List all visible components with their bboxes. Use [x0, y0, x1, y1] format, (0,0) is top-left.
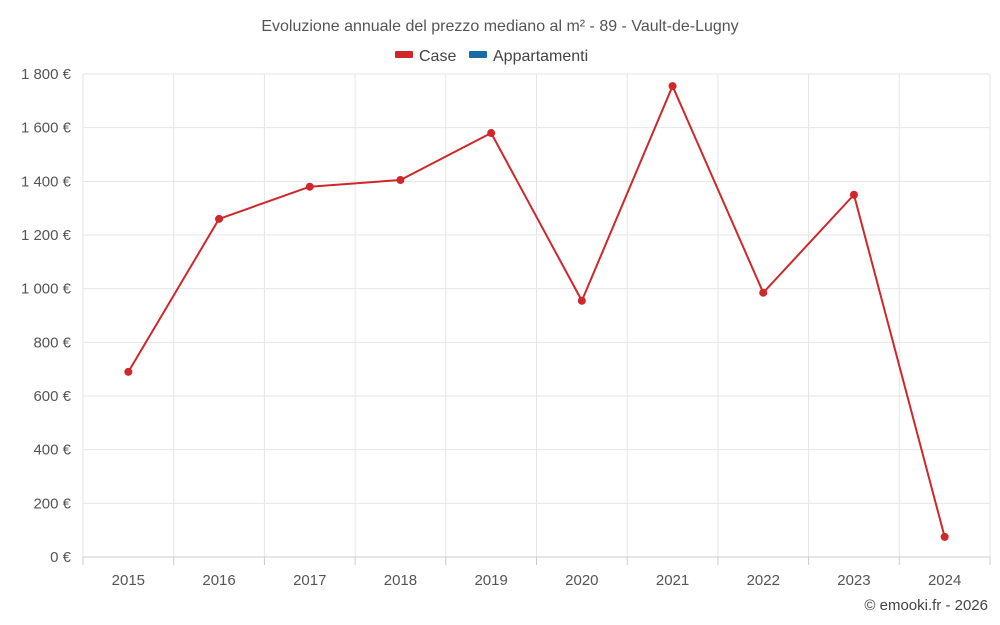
y-tick-label: 600 € [33, 388, 71, 405]
series-case [124, 82, 949, 541]
x-tick-label: 2018 [384, 572, 417, 589]
legend-label-appartamenti: Appartamenti [493, 48, 588, 65]
y-tick-label: 1 200 € [21, 227, 72, 244]
data-point-2021[interactable] [668, 82, 677, 91]
legend-item-case[interactable]: Case [395, 48, 456, 65]
legend-label-case: Case [419, 48, 456, 65]
x-tick-label: 2023 [837, 572, 870, 589]
y-tick-label: 400 € [33, 442, 71, 459]
x-tick-label: 2022 [747, 572, 780, 589]
x-tick-label: 2019 [474, 572, 507, 589]
y-tick-label: 200 € [33, 495, 71, 512]
grid-lines [82, 73, 991, 557]
data-point-2017[interactable] [305, 182, 314, 191]
data-point-2018[interactable] [396, 175, 405, 184]
x-tick-label: 2020 [565, 572, 598, 589]
legend-swatch-case [395, 51, 413, 58]
x-tick-label: 2015 [112, 572, 145, 589]
data-point-2022[interactable] [759, 288, 768, 297]
data-point-2024[interactable] [940, 532, 949, 541]
axes [82, 556, 991, 565]
y-axis-ticks: 0 € 200 € 400 € 600 € 800 € 1 000 € 1 200 € 1 4… [21, 66, 72, 566]
x-axis-ticks: 2015 2016 2017 2018 2019 2020 2021 2022 2023 2024 [112, 572, 962, 589]
data-point-2015[interactable] [124, 367, 133, 376]
y-tick-label: 800 € [33, 334, 71, 351]
y-tick-label: 0 € [50, 549, 72, 566]
chart-title: Evoluzione annuale del prezzo mediano al… [261, 18, 738, 35]
y-tick-label: 1 600 € [21, 120, 72, 137]
series-line-case [127, 85, 946, 538]
credit-text: © emooki.fr - 2026 [864, 597, 988, 614]
data-point-2023[interactable] [849, 190, 858, 199]
y-tick-label: 1 400 € [21, 173, 72, 190]
legend: Case Appartamenti [395, 48, 588, 65]
x-tick-label: 2016 [202, 572, 235, 589]
x-tick-label: 2017 [293, 572, 326, 589]
x-tick-label: 2021 [656, 572, 689, 589]
y-tick-label: 1 800 € [21, 66, 72, 83]
data-point-2020[interactable] [577, 296, 586, 305]
legend-item-appartamenti[interactable]: Appartamenti [469, 48, 588, 65]
data-point-2019[interactable] [487, 129, 496, 138]
data-point-2016[interactable] [215, 214, 224, 223]
y-tick-label: 1 000 € [21, 281, 72, 298]
legend-swatch-appartamenti [469, 51, 487, 58]
x-tick-label: 2024 [928, 572, 961, 589]
